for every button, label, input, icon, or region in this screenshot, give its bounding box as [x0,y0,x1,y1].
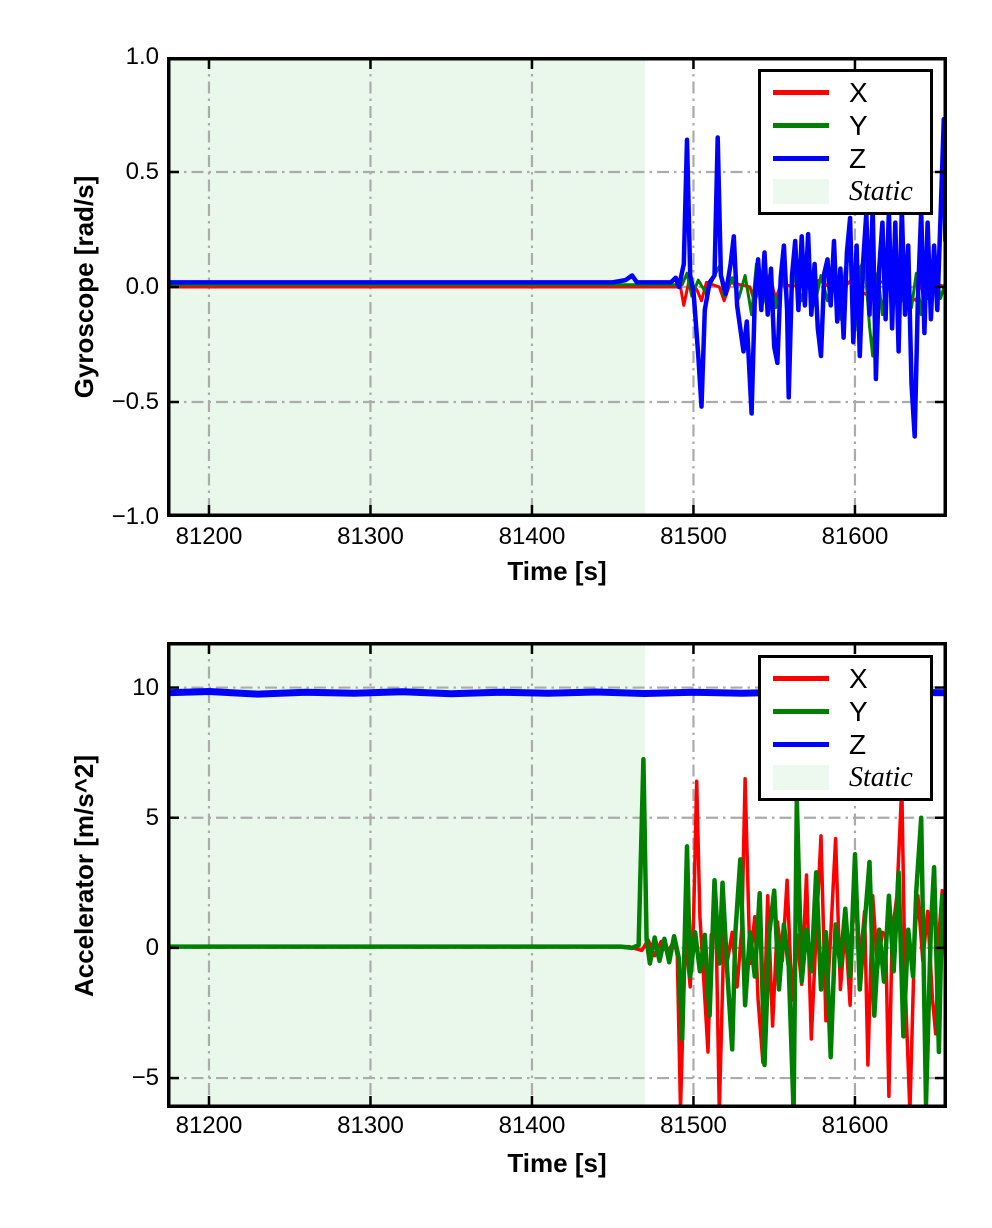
legend-label-static: Static [849,175,913,207]
accelerator-y-axis-label: Accelerator [m/s^2] [69,754,99,998]
x-tick-label: 81300 [337,523,404,550]
accelerator-x-axis-label: Time [s] [507,1148,607,1178]
y-series-line-swatch [773,123,829,128]
x-tick-label: 81600 [821,523,889,550]
accelerator-plot-area [167,642,947,1108]
y-tick-label: −1.0 [111,503,159,530]
legend-item-static: Static [773,762,920,794]
z-series-line-swatch [773,742,829,747]
gyroscope-x-axis-label: Time [s] [507,556,607,586]
gyroscope-y-axis-label: Gyroscope [rad/s] [69,175,99,399]
accelerator-legend: X Y Z Static [758,655,933,801]
plot-border [167,57,947,517]
static-region-band [167,642,646,1108]
x-tick-label: 81600 [821,1112,889,1139]
y-tick-label: −5 [131,1064,159,1092]
z-series-line-swatch [773,156,829,161]
legend-item-y: Y [773,696,920,728]
legend-item-x: X [773,77,920,109]
plot-border [167,642,947,1108]
legend-item-static: Static [773,176,920,208]
y-tick-label: 0.0 [125,273,159,300]
x-tick-label: 81500 [660,1112,727,1139]
x-series-line-swatch [773,676,829,681]
static-region-swatch [773,765,829,790]
x-tick-label: 81300 [337,1112,404,1139]
y-tick-label: −0.5 [111,388,159,415]
legend-label-y: Y [849,695,868,727]
legend-label-z: Z [849,728,867,760]
legend-label-y: Y [849,109,868,141]
x-tick-label: 81400 [498,1112,566,1139]
gyroscope-legend: X Y Z Static [758,69,933,215]
x-series-line-swatch [773,90,829,95]
legend-item-z: Z [773,143,920,175]
x-tick-label: 81500 [660,523,727,550]
y-tick-label: 10 [132,673,159,701]
y-tick-label: 0.5 [125,158,159,185]
legend-label-z: Z [849,142,867,174]
x-tick-label: 81400 [498,523,566,550]
legend-item-x: X [773,663,920,695]
x-tick-label: 81200 [175,523,243,550]
static-region-swatch [773,179,829,204]
legend-label-static: Static [849,761,913,793]
x-tick-label: 81200 [175,1112,243,1139]
y-tick-label: 5 [145,803,159,831]
y-series-line [167,756,947,1108]
y-tick-label: 1.0 [125,43,159,70]
legend-item-z: Z [773,729,920,761]
z-series-line [167,116,947,439]
legend-item-y: Y [773,110,920,142]
y-series-line-swatch [773,709,829,714]
legend-label-x: X [849,662,868,694]
legend-label-x: X [849,76,868,108]
y-tick-label: 0 [145,933,159,961]
gyroscope-plot-area [167,57,947,517]
